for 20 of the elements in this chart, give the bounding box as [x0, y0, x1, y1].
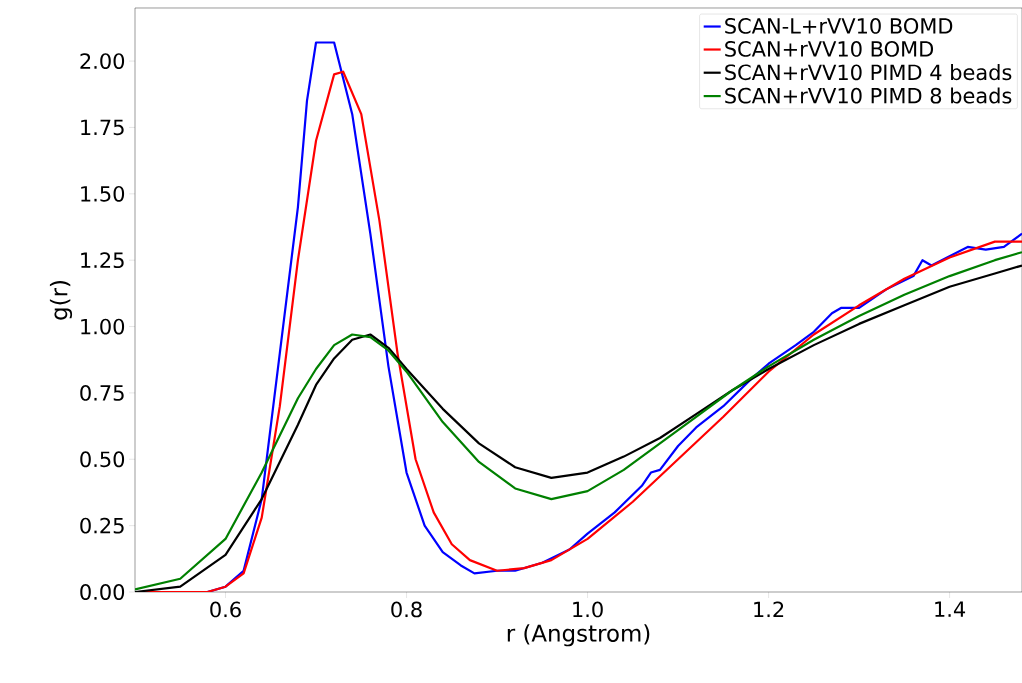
- y-tick-label: 1.00: [81, 318, 125, 335]
- y-tick-label: 2.00: [80, 53, 125, 69]
- legend-label: SCAN+rVV10 BOMD: [725, 41, 934, 57]
- x-tick-label: 0.6: [210, 601, 241, 618]
- y-axis-title: g(r): [49, 281, 73, 320]
- y-tick-label: 0.00: [80, 584, 125, 600]
- x-tick-label: 0.8: [391, 601, 422, 618]
- y-tick-label: 1.75: [81, 119, 124, 136]
- legend-label: SCAN-L+rVV10 BOMD: [725, 18, 953, 34]
- x-axis-title: r (Angstrom): [507, 624, 650, 647]
- y-tick-label: 1.25: [81, 252, 124, 269]
- y-tick-label: 0.75: [80, 384, 124, 401]
- y-tick-label: 1.50: [81, 185, 125, 202]
- x-tick-label: 1.2: [754, 601, 784, 618]
- legend-label: SCAN+rVV10 PIMD 8 beads: [725, 87, 1012, 104]
- x-tick-label: 1.4: [935, 601, 966, 617]
- y-tick-label: 0.25: [80, 517, 124, 534]
- legend-label: SCAN+rVV10 PIMD 4 beads: [725, 64, 1012, 81]
- y-tick-label: 0.50: [80, 451, 125, 468]
- x-tick-label: 1.0: [573, 601, 603, 618]
